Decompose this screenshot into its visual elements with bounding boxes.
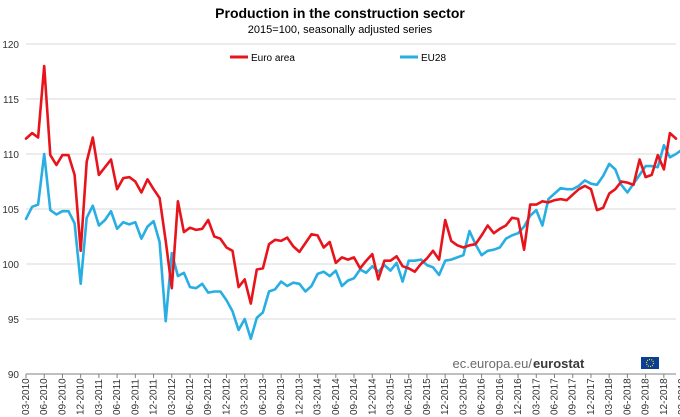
x-tick-label: 12-2018 [659, 378, 670, 415]
x-tick-label: 03-2018 [604, 378, 615, 415]
x-tick-label: 03-2011 [94, 379, 105, 415]
x-tick-label: 09-2014 [349, 378, 360, 415]
y-tick-label: 110 [3, 150, 19, 161]
x-tick-label: 03-2010 [21, 378, 32, 415]
credit-brand: eurostat [533, 356, 585, 371]
x-tick-label: 06-2014 [331, 378, 342, 415]
x-tick-label: 09-2018 [641, 378, 652, 415]
series-line-eu28 [24, 143, 680, 341]
y-tick-label: 115 [3, 95, 19, 106]
x-tick-label: 12-2015 [440, 378, 451, 415]
x-tick-label: 09-2016 [495, 378, 506, 415]
x-tick-label: 03-2017 [531, 378, 542, 415]
y-tick-label: 105 [2, 205, 19, 216]
legend: Euro area EU28 [230, 53, 446, 64]
x-tick-label: 03-2014 [313, 378, 324, 415]
x-tick-label: 09-2015 [422, 378, 433, 415]
chart-subtitle: 2015=100, seasonally adjusted series [248, 24, 433, 36]
x-tick-label: 09-2017 [568, 378, 579, 415]
x-tick-label: 12-2017 [586, 378, 597, 415]
x-tick-label: 06-2017 [550, 378, 561, 415]
x-tick-label: 06-2012 [185, 378, 196, 415]
x-tick-label: 03-2013 [240, 378, 251, 415]
eu-flag-icon [641, 357, 659, 369]
x-tick-label: 06-2016 [477, 378, 488, 415]
x-tick-label: 12-2011 [149, 379, 160, 415]
x-tick-label: 12-2012 [221, 378, 232, 415]
series-group [24, 64, 680, 341]
x-tick-label: 03-2019 [677, 378, 680, 415]
x-tick-label: 09-2011 [130, 379, 141, 415]
legend-label-euro-area: Euro area [251, 53, 295, 64]
source-credit: ec.europa.eu/ eurostat [452, 356, 659, 371]
x-tick-label: 09-2013 [276, 378, 287, 415]
y-tick-label: 120 [2, 40, 19, 51]
chart-title: Production in the construction sector [215, 5, 465, 21]
series-line-euro-area [24, 64, 678, 305]
credit-site: ec.europa.eu/ [452, 356, 532, 371]
x-axis: 03-2010 06-2010 09-2010 12-2010 03-2011 06-20… [21, 374, 680, 415]
y-tick-label: 90 [8, 370, 20, 381]
grid [26, 43, 676, 375]
x-tick-label: 12-2016 [513, 378, 524, 415]
y-axis: 90 95 100 105 110 115 120 [2, 40, 19, 381]
y-tick-label: 100 [2, 260, 19, 271]
x-tick-label: 06-2015 [404, 378, 415, 415]
x-tick-label: 12-2014 [367, 378, 378, 415]
x-tick-label: 06-2010 [39, 378, 50, 415]
x-tick-label: 03-2016 [458, 378, 469, 415]
x-tick-label: 09-2012 [203, 378, 214, 415]
x-tick-label: 03-2015 [385, 378, 396, 415]
x-tick-label: 12-2010 [76, 378, 87, 415]
x-tick-label: 09-2010 [57, 378, 68, 415]
y-tick-label: 95 [8, 315, 20, 326]
x-tick-label: 06-2018 [622, 378, 633, 415]
x-tick-label: 06-2011 [112, 379, 123, 415]
x-tick-label: 06-2013 [258, 378, 269, 415]
x-tick-label: 03-2012 [167, 378, 178, 415]
legend-label-eu28: EU28 [421, 53, 446, 64]
x-tick-label: 12-2013 [294, 378, 305, 415]
